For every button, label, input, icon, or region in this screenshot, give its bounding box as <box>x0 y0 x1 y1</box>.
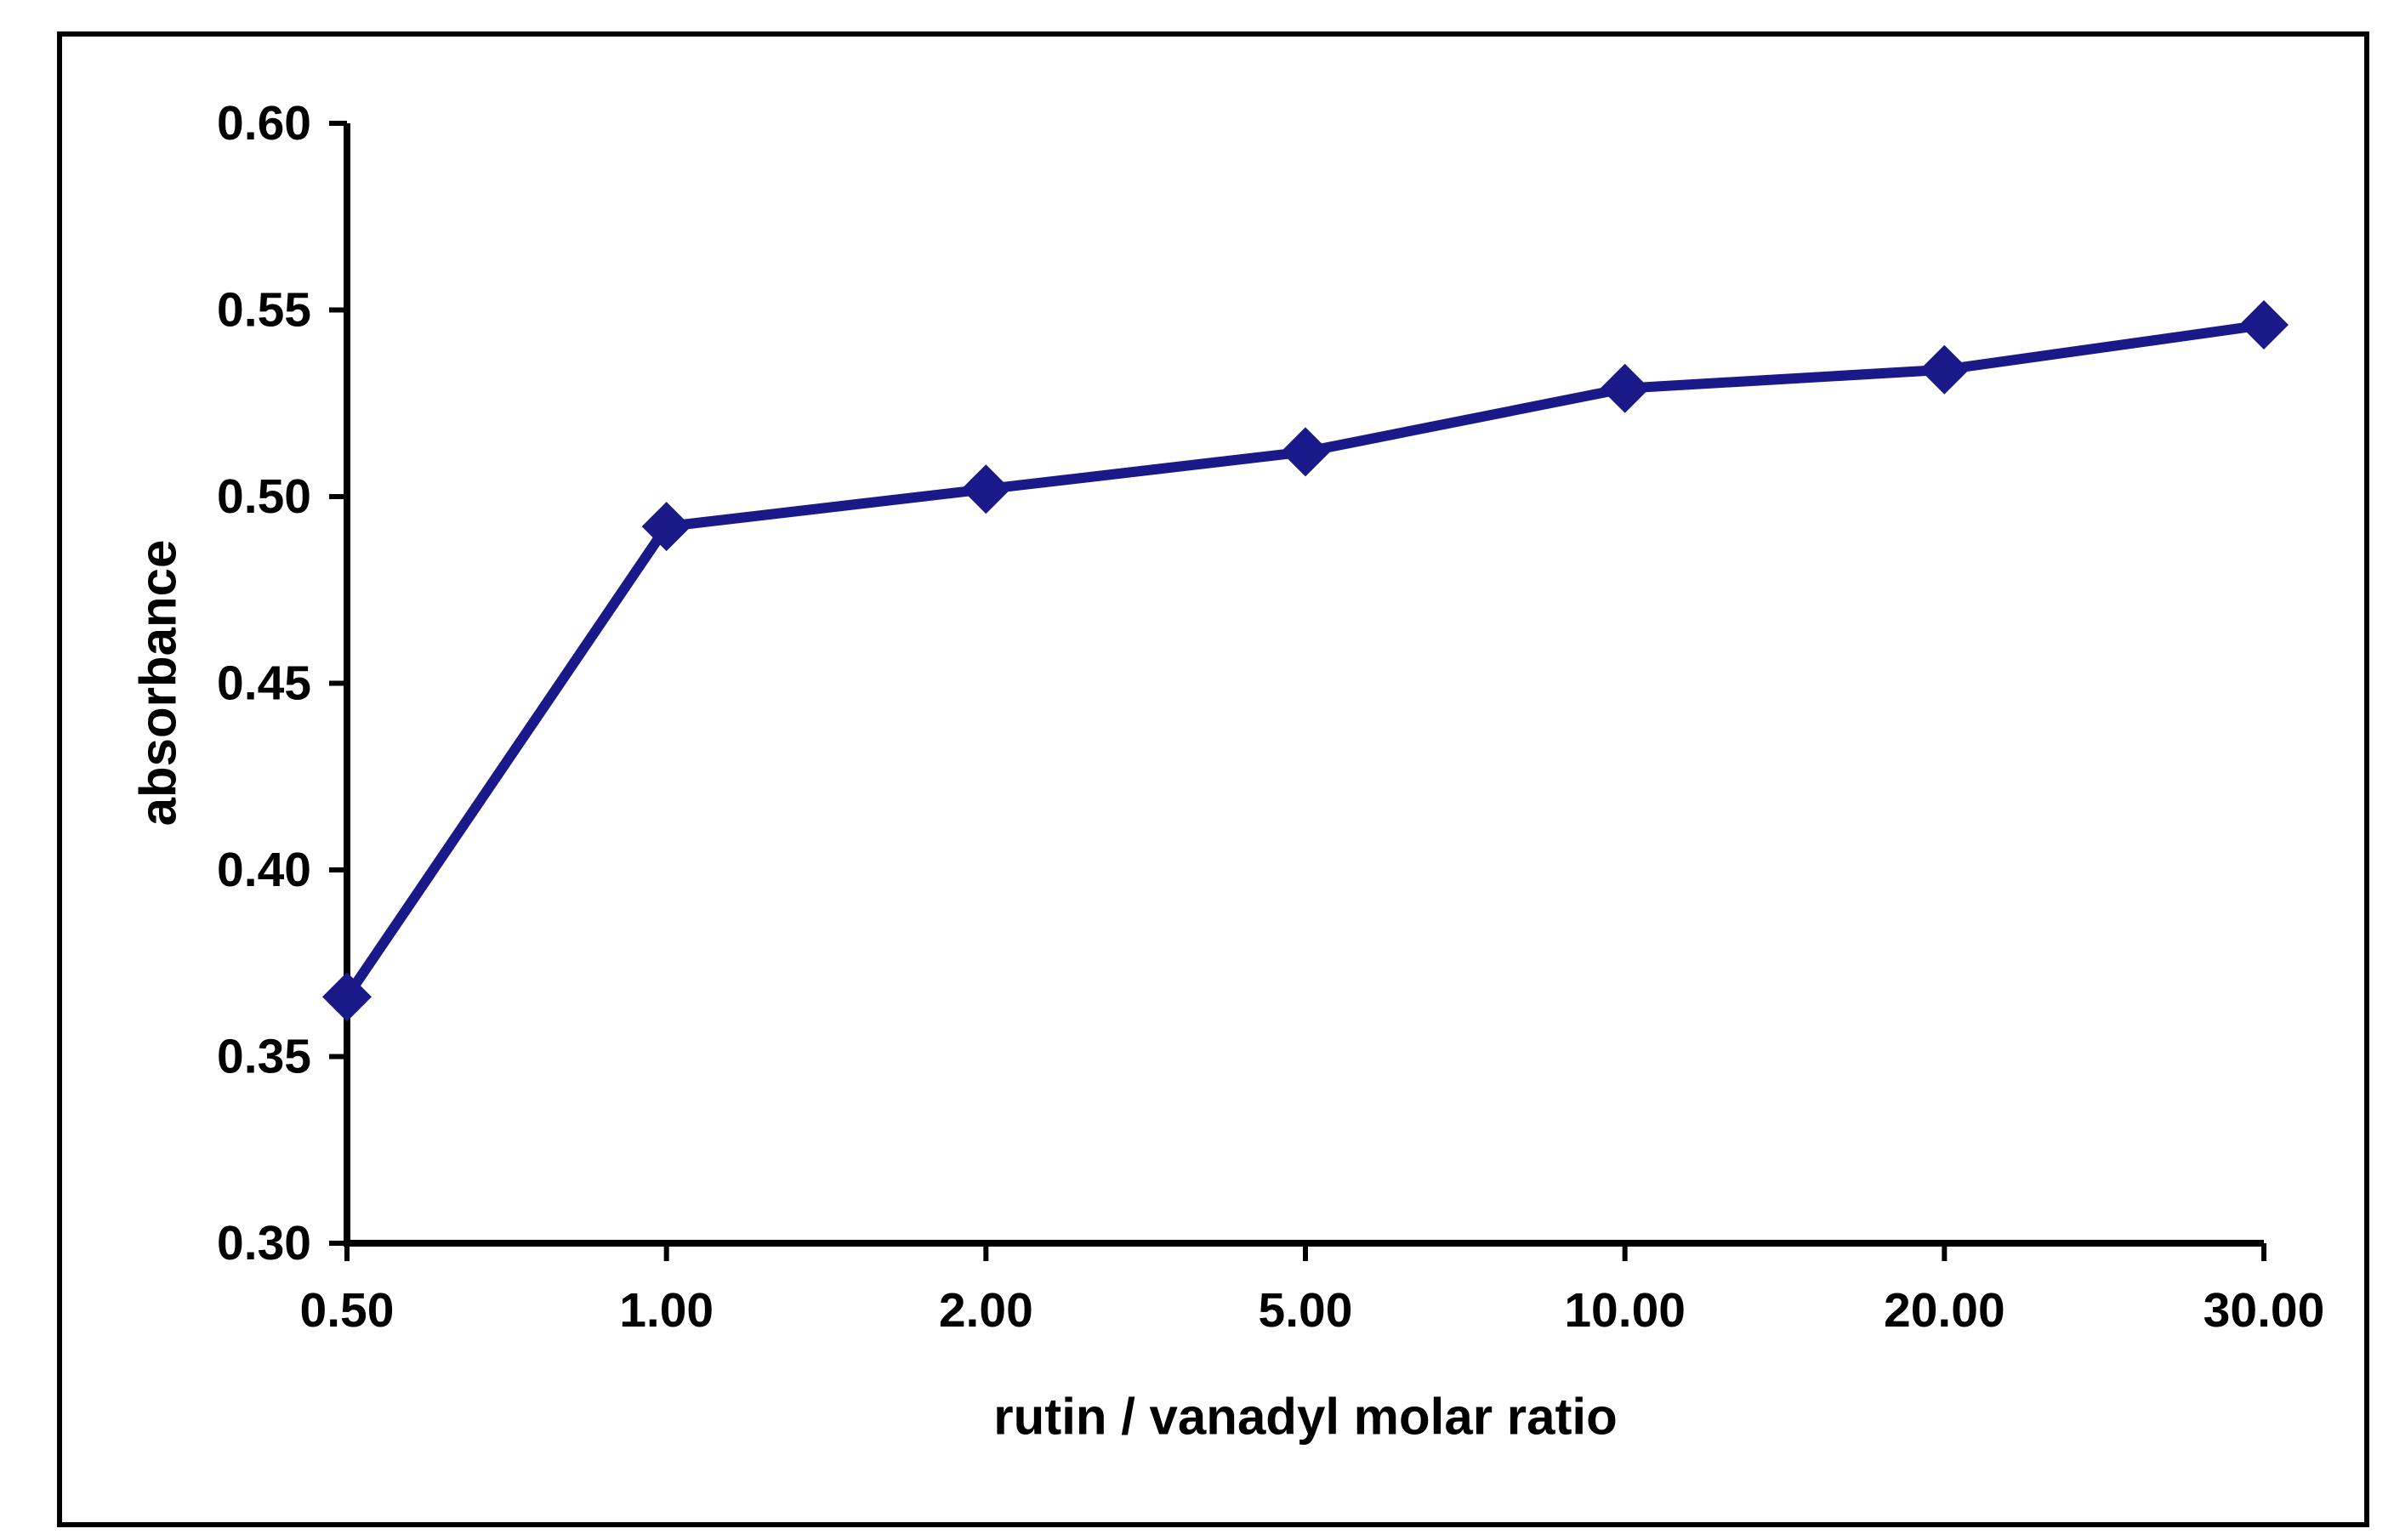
y-tick-label: 0.45 <box>217 656 311 711</box>
data-point-marker <box>1600 363 1650 413</box>
figure-border <box>57 31 2369 1527</box>
y-tick-label: 0.50 <box>217 469 311 524</box>
x-tick-label: 0.50 <box>300 1283 395 1338</box>
data-point-marker <box>641 502 691 552</box>
x-tick-label: 1.00 <box>619 1283 714 1338</box>
x-tick-label: 10.00 <box>1564 1283 1686 1338</box>
x-axis-title: rutin / vanadyl molar ratio <box>993 1388 1618 1446</box>
x-tick-label: 20.00 <box>1884 1283 2005 1338</box>
data-point-marker <box>1919 344 1970 395</box>
y-tick-label: 0.40 <box>217 843 311 897</box>
y-tick-label: 0.60 <box>217 96 311 151</box>
data-point-marker <box>1281 427 1330 477</box>
x-tick-label: 30.00 <box>2204 1283 2325 1338</box>
data-point-marker <box>961 464 1011 514</box>
y-tick-label: 0.55 <box>217 283 311 338</box>
y-tick-label: 0.30 <box>217 1216 311 1270</box>
y-tick-label: 0.35 <box>217 1030 311 1084</box>
y-axis-title: absorbance <box>129 539 187 827</box>
data-point-marker <box>322 972 372 1022</box>
x-tick-label: 2.00 <box>939 1283 1033 1338</box>
data-point-marker <box>2239 300 2289 350</box>
data-line <box>342 320 2269 1003</box>
x-tick-label: 5.00 <box>1259 1283 1353 1338</box>
